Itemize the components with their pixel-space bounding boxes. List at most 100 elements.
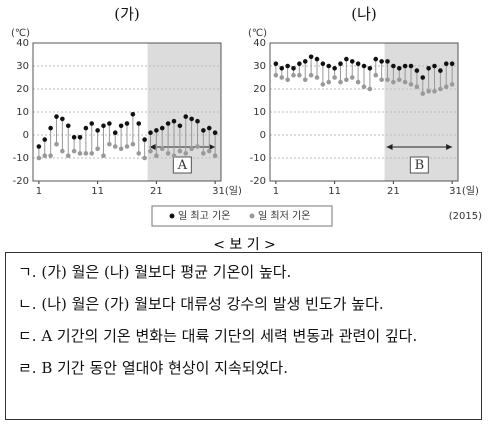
point xyxy=(142,137,147,142)
point xyxy=(279,75,285,80)
point xyxy=(136,121,142,126)
x-tick-label: 11 xyxy=(328,186,341,197)
point xyxy=(302,77,308,83)
point xyxy=(396,77,402,83)
point xyxy=(195,144,200,149)
x-tick-label: 21 xyxy=(150,186,163,197)
period-label: B xyxy=(415,158,425,173)
legend: 일 최고 기온 일 최저 기온 xyxy=(151,205,333,227)
point xyxy=(71,148,77,154)
y-tick-label: 20 xyxy=(253,84,266,95)
point xyxy=(154,128,159,133)
point xyxy=(177,148,183,154)
point xyxy=(136,151,142,156)
point xyxy=(314,75,320,80)
point xyxy=(385,59,390,64)
point xyxy=(432,89,437,94)
point xyxy=(130,141,136,147)
point xyxy=(101,123,106,129)
point xyxy=(308,54,314,60)
y-tick-label: -20 xyxy=(13,176,29,187)
y-unit: (℃) xyxy=(248,28,267,39)
point xyxy=(396,66,402,71)
point xyxy=(326,79,332,85)
point xyxy=(285,77,290,83)
point xyxy=(65,153,71,158)
point xyxy=(349,59,355,64)
point xyxy=(124,144,130,149)
legend-label: 일 최고 기온 xyxy=(178,210,230,222)
point xyxy=(77,151,83,156)
y-tick-label: 10 xyxy=(253,107,266,118)
point xyxy=(42,153,48,158)
point xyxy=(361,63,367,69)
y-tick-label: -20 xyxy=(250,176,266,187)
point xyxy=(355,61,361,66)
point xyxy=(349,75,355,80)
box-item: ㄴ. (나) 월은 (가) 월보다 대류성 강수의 발생 빈도가 높다. xyxy=(18,295,384,313)
point xyxy=(54,141,59,147)
x-tick-label: 31(일) xyxy=(212,185,242,197)
x-tick-label: 1 xyxy=(36,186,42,197)
point xyxy=(95,128,100,133)
point xyxy=(118,123,124,129)
point xyxy=(285,63,290,69)
point xyxy=(148,148,153,154)
point xyxy=(302,59,308,64)
point xyxy=(279,66,285,71)
point xyxy=(201,128,206,133)
y-tick-label: -10 xyxy=(250,153,266,164)
y-tick-label: 30 xyxy=(16,61,29,72)
point xyxy=(36,144,42,149)
period-label-frame xyxy=(172,156,192,174)
point xyxy=(402,63,408,69)
point xyxy=(344,77,349,83)
point xyxy=(159,125,165,131)
point xyxy=(212,130,218,135)
point xyxy=(367,66,373,71)
point xyxy=(89,121,95,126)
point xyxy=(332,66,337,71)
point xyxy=(36,155,42,161)
x-tick-label: 11 xyxy=(91,186,104,197)
year-note: (2015) xyxy=(449,211,482,222)
point xyxy=(373,56,379,62)
x-tick-label: 21 xyxy=(387,186,400,197)
point xyxy=(212,153,218,158)
point xyxy=(60,116,65,122)
point xyxy=(443,84,449,89)
point xyxy=(183,151,189,156)
x-tick-label: 1 xyxy=(273,186,279,197)
point xyxy=(124,121,130,126)
point xyxy=(408,63,414,69)
point xyxy=(195,118,200,124)
point xyxy=(449,61,455,66)
point xyxy=(189,116,194,122)
box-item: ㄱ. (가) 월은 (나) 월보다 평균 기온이 높다. xyxy=(18,263,292,281)
point xyxy=(443,61,449,66)
point xyxy=(177,123,183,129)
point xyxy=(391,79,396,85)
point xyxy=(297,72,302,78)
y-tick-label: 20 xyxy=(16,84,29,95)
point xyxy=(320,61,326,66)
point xyxy=(291,72,296,78)
point xyxy=(426,66,431,71)
point xyxy=(165,121,171,126)
period-label: A xyxy=(177,158,188,173)
point xyxy=(338,61,343,66)
plot-frame xyxy=(269,42,459,182)
point xyxy=(338,79,343,85)
point xyxy=(379,59,384,64)
point xyxy=(297,61,302,66)
y-tick-label: 0 xyxy=(260,130,266,141)
point xyxy=(48,153,53,158)
point xyxy=(420,91,426,96)
box: ㄱ. (가) 월은 (나) 월보다 평균 기온이 높다. ㄴ. (나) 월은 (가… xyxy=(5,252,482,420)
point xyxy=(118,146,124,152)
point xyxy=(171,153,177,158)
point xyxy=(367,86,373,92)
point xyxy=(426,89,431,94)
point xyxy=(355,79,361,85)
point xyxy=(60,148,65,154)
